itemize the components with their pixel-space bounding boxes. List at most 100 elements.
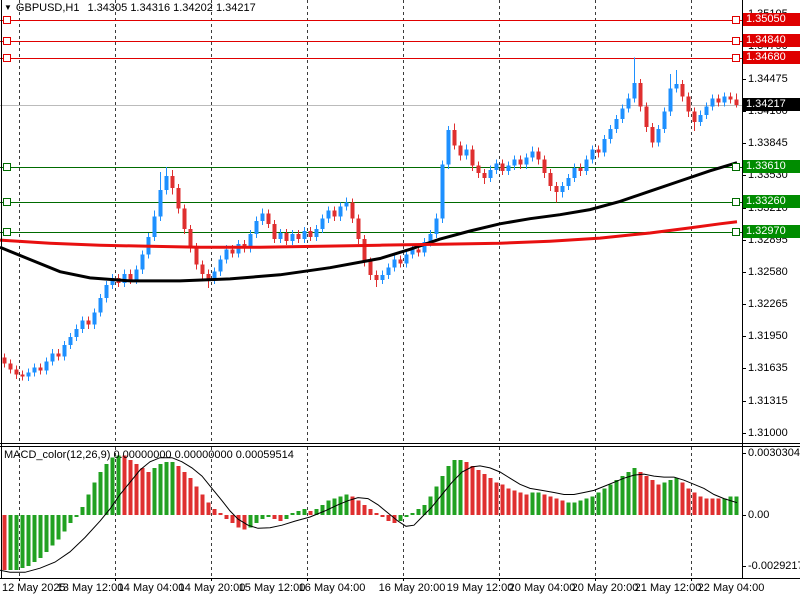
pane-separator-line-2[interactable] (0, 446, 800, 447)
candle-body (218, 259, 223, 272)
pane-separator-line-1[interactable] (0, 443, 800, 444)
line-drag-handle[interactable] (3, 54, 11, 62)
candle-body (398, 259, 403, 264)
candle-body (110, 277, 115, 285)
macd-histogram-bar (212, 508, 217, 515)
time-axis-tick (211, 578, 212, 581)
price-axis-label: 1.32265 (748, 298, 788, 310)
macd-histogram-bar (428, 496, 433, 515)
red-moving-average-line[interactable] (0, 220, 738, 249)
candle-body (362, 239, 367, 262)
candle-body (416, 249, 421, 253)
macd-histogram-bar (80, 506, 85, 515)
macd-histogram-bar (716, 498, 721, 515)
candle-body (104, 284, 109, 299)
time-axis-label: 15 May 12:00 (238, 582, 306, 594)
macd-axis-tick (742, 453, 746, 454)
candle-body (524, 157, 529, 165)
macd-histogram-bar (152, 467, 157, 515)
time-axis-tick (307, 578, 308, 581)
macd-histogram-bar (608, 484, 613, 515)
macd-histogram-bar (248, 515, 253, 528)
candle-body (206, 273, 211, 280)
macd-axis-tick (742, 515, 746, 516)
line-drag-handle[interactable] (732, 228, 740, 236)
candle-body (686, 96, 691, 112)
candle-body (590, 149, 595, 160)
time-axis-label: 20 May 04:00 (508, 582, 576, 594)
macd-histogram-bar (566, 502, 571, 515)
line-drag-handle[interactable] (3, 228, 11, 236)
candle-body (134, 269, 139, 280)
macd-histogram-bar (338, 496, 343, 515)
line-drag-handle[interactable] (732, 54, 740, 62)
candle-body (230, 249, 235, 254)
price-chart[interactable] (0, 0, 742, 443)
line-drag-handle[interactable] (3, 163, 11, 171)
price-axis-label: 1.31000 (748, 427, 788, 439)
candle-body (158, 190, 163, 217)
candle-body (176, 188, 181, 209)
macd-axis-tick (742, 566, 746, 567)
candle-body (404, 254, 409, 264)
line-drag-handle[interactable] (3, 198, 11, 206)
macd-indicator-chart[interactable] (0, 447, 742, 578)
macd-histogram-bar (290, 513, 295, 515)
time-axis-label: 19 May 12:00 (446, 582, 514, 594)
macd-histogram-bar (392, 515, 397, 524)
price-axis-tick (742, 208, 746, 209)
line-drag-handle[interactable] (732, 163, 740, 171)
time-axis-label: 14 May 04:00 (117, 582, 185, 594)
candle-body (512, 159, 517, 166)
candle-body (8, 363, 13, 370)
macd-histogram-bar (260, 515, 265, 520)
macd-histogram-bar (320, 504, 325, 515)
candle-body (578, 167, 583, 171)
candle-body (482, 172, 487, 178)
macd-histogram-bar (326, 500, 331, 515)
macd-histogram-bar (122, 455, 127, 515)
line-drag-handle[interactable] (732, 16, 740, 24)
macd-histogram-bar (416, 508, 421, 515)
macd-axis-label: 0.0030304 (748, 447, 800, 459)
time-axis-tick (691, 578, 692, 581)
candle-body (422, 242, 427, 253)
line-drag-handle[interactable] (732, 37, 740, 45)
macd-histogram-bar (518, 492, 523, 515)
macd-histogram-bar (56, 515, 61, 540)
macd-histogram-bar (512, 490, 517, 515)
macd-histogram-bar (284, 515, 289, 520)
macd-histogram-bar (170, 461, 175, 515)
macd-histogram-bar (506, 488, 511, 515)
candle-body (332, 210, 337, 217)
line-drag-handle[interactable] (732, 198, 740, 206)
macd-histogram-bar (302, 508, 307, 515)
macd-histogram-bar (386, 515, 391, 522)
chart-title: ▼ GBPUSD,H1 1.34305 1.34316 1.34202 1.3421… (4, 2, 256, 14)
candle-body (26, 372, 31, 377)
candle-body (128, 273, 133, 280)
macd-histogram-bar (356, 500, 361, 515)
candle-body (440, 164, 445, 219)
candle-body (488, 169, 493, 178)
price-axis-tick (742, 401, 746, 402)
macd-histogram-bar (692, 492, 697, 515)
time-axis-tick (115, 578, 116, 581)
time-axis-label: 13 May 12:00 (56, 582, 124, 594)
macd-histogram-bar (14, 515, 19, 571)
candle-body (698, 114, 703, 122)
price-axis-tick (742, 111, 746, 112)
macd-histogram-bar (158, 463, 163, 515)
macd-histogram-bar (182, 472, 187, 515)
line-drag-handle[interactable] (3, 37, 11, 45)
macd-histogram-bar (458, 459, 463, 515)
line-drag-handle[interactable] (3, 16, 11, 24)
macd-histogram-bar (530, 492, 535, 515)
candle-body (644, 106, 649, 128)
candle-body (410, 249, 415, 255)
macd-histogram-bar (134, 463, 139, 515)
macd-title: MACD_color(12,26,9) 0.00000000 0.0000000… (4, 449, 294, 461)
macd-values-label: 0.00000000 0.00000000 0.00059514 (113, 449, 294, 461)
price-axis-tick (742, 143, 746, 144)
candle-body (728, 96, 733, 100)
